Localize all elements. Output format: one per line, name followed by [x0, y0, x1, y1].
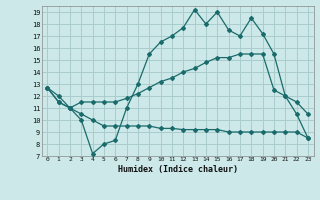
- X-axis label: Humidex (Indice chaleur): Humidex (Indice chaleur): [118, 165, 237, 174]
